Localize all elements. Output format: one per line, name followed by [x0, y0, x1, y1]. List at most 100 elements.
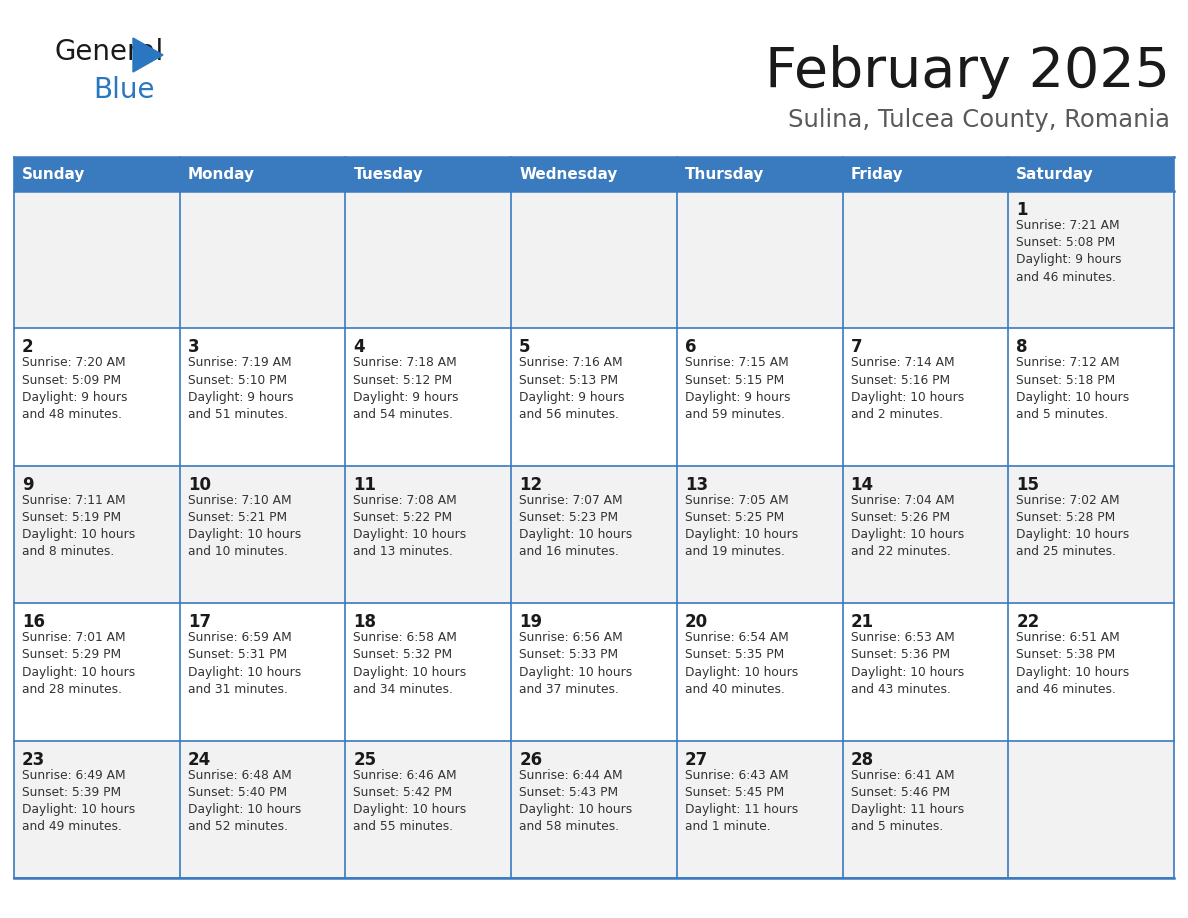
Text: 24: 24 [188, 751, 211, 768]
Text: Wednesday: Wednesday [519, 166, 618, 182]
Text: 15: 15 [1016, 476, 1040, 494]
Text: Sunrise: 7:05 AM
Sunset: 5:25 PM
Daylight: 10 hours
and 19 minutes.: Sunrise: 7:05 AM Sunset: 5:25 PM Dayligh… [684, 494, 798, 558]
Text: Tuesday: Tuesday [353, 166, 423, 182]
Bar [179, 191, 346, 329]
Text: 13: 13 [684, 476, 708, 494]
Text: 11: 11 [353, 476, 377, 494]
Text: 17: 17 [188, 613, 210, 632]
Text: February 2025: February 2025 [765, 45, 1170, 99]
Text: Sunrise: 6:43 AM
Sunset: 5:45 PM
Daylight: 11 hours
and 1 minute.: Sunrise: 6:43 AM Sunset: 5:45 PM Dayligh… [684, 768, 798, 834]
Bar [1009, 465, 1174, 603]
Bar [14, 741, 179, 878]
Bar [677, 741, 842, 878]
Bar [677, 191, 842, 329]
Text: General: General [55, 38, 164, 66]
Bar [677, 465, 842, 603]
Bar [1009, 157, 1174, 191]
Bar [511, 329, 677, 465]
Bar [677, 157, 842, 191]
Text: Sunrise: 6:58 AM
Sunset: 5:32 PM
Daylight: 10 hours
and 34 minutes.: Sunrise: 6:58 AM Sunset: 5:32 PM Dayligh… [353, 632, 467, 696]
Text: Sunrise: 7:20 AM
Sunset: 5:09 PM
Daylight: 9 hours
and 48 minutes.: Sunrise: 7:20 AM Sunset: 5:09 PM Dayligh… [23, 356, 127, 421]
Text: 1: 1 [1016, 201, 1028, 219]
Bar [346, 191, 511, 329]
Bar [511, 465, 677, 603]
Text: Sunrise: 7:19 AM
Sunset: 5:10 PM
Daylight: 9 hours
and 51 minutes.: Sunrise: 7:19 AM Sunset: 5:10 PM Dayligh… [188, 356, 293, 421]
Text: 12: 12 [519, 476, 542, 494]
Text: 27: 27 [684, 751, 708, 768]
Text: 22: 22 [1016, 613, 1040, 632]
Text: Sunrise: 6:59 AM
Sunset: 5:31 PM
Daylight: 10 hours
and 31 minutes.: Sunrise: 6:59 AM Sunset: 5:31 PM Dayligh… [188, 632, 301, 696]
Text: 28: 28 [851, 751, 873, 768]
Text: Thursday: Thursday [684, 166, 764, 182]
Bar [842, 191, 1009, 329]
Bar [842, 741, 1009, 878]
Bar [346, 329, 511, 465]
Text: 18: 18 [353, 613, 377, 632]
Text: Sunrise: 6:51 AM
Sunset: 5:38 PM
Daylight: 10 hours
and 46 minutes.: Sunrise: 6:51 AM Sunset: 5:38 PM Dayligh… [1016, 632, 1130, 696]
Text: 5: 5 [519, 339, 531, 356]
Text: Sunrise: 6:41 AM
Sunset: 5:46 PM
Daylight: 11 hours
and 5 minutes.: Sunrise: 6:41 AM Sunset: 5:46 PM Dayligh… [851, 768, 963, 834]
Text: 16: 16 [23, 613, 45, 632]
Text: Sunrise: 7:18 AM
Sunset: 5:12 PM
Daylight: 9 hours
and 54 minutes.: Sunrise: 7:18 AM Sunset: 5:12 PM Dayligh… [353, 356, 459, 421]
Bar [1009, 603, 1174, 741]
Text: Sunrise: 7:15 AM
Sunset: 5:15 PM
Daylight: 9 hours
and 59 minutes.: Sunrise: 7:15 AM Sunset: 5:15 PM Dayligh… [684, 356, 790, 421]
Text: Sunrise: 7:07 AM
Sunset: 5:23 PM
Daylight: 10 hours
and 16 minutes.: Sunrise: 7:07 AM Sunset: 5:23 PM Dayligh… [519, 494, 632, 558]
Bar [346, 603, 511, 741]
Bar [511, 603, 677, 741]
Text: 9: 9 [23, 476, 33, 494]
Text: 8: 8 [1016, 339, 1028, 356]
Bar [511, 191, 677, 329]
Text: 21: 21 [851, 613, 873, 632]
Bar [511, 157, 677, 191]
Text: Sunrise: 6:56 AM
Sunset: 5:33 PM
Daylight: 10 hours
and 37 minutes.: Sunrise: 6:56 AM Sunset: 5:33 PM Dayligh… [519, 632, 632, 696]
Text: Sunrise: 6:44 AM
Sunset: 5:43 PM
Daylight: 10 hours
and 58 minutes.: Sunrise: 6:44 AM Sunset: 5:43 PM Dayligh… [519, 768, 632, 834]
Text: 23: 23 [23, 751, 45, 768]
Text: Sunrise: 6:53 AM
Sunset: 5:36 PM
Daylight: 10 hours
and 43 minutes.: Sunrise: 6:53 AM Sunset: 5:36 PM Dayligh… [851, 632, 963, 696]
Text: Friday: Friday [851, 166, 903, 182]
Text: 7: 7 [851, 339, 862, 356]
Bar [1009, 741, 1174, 878]
Bar [677, 329, 842, 465]
Bar [14, 603, 179, 741]
Bar [842, 603, 1009, 741]
Bar [346, 465, 511, 603]
Bar [842, 329, 1009, 465]
Text: 26: 26 [519, 751, 542, 768]
Text: Sunday: Sunday [23, 166, 86, 182]
Text: Sunrise: 7:21 AM
Sunset: 5:08 PM
Daylight: 9 hours
and 46 minutes.: Sunrise: 7:21 AM Sunset: 5:08 PM Dayligh… [1016, 219, 1121, 284]
Text: Sunrise: 6:48 AM
Sunset: 5:40 PM
Daylight: 10 hours
and 52 minutes.: Sunrise: 6:48 AM Sunset: 5:40 PM Dayligh… [188, 768, 301, 834]
Text: 2: 2 [23, 339, 33, 356]
Text: Sunrise: 7:01 AM
Sunset: 5:29 PM
Daylight: 10 hours
and 28 minutes.: Sunrise: 7:01 AM Sunset: 5:29 PM Dayligh… [23, 632, 135, 696]
Bar [14, 465, 179, 603]
Text: 20: 20 [684, 613, 708, 632]
Text: 10: 10 [188, 476, 210, 494]
Bar [511, 741, 677, 878]
Text: Sunrise: 6:49 AM
Sunset: 5:39 PM
Daylight: 10 hours
and 49 minutes.: Sunrise: 6:49 AM Sunset: 5:39 PM Dayligh… [23, 768, 135, 834]
Text: Sunrise: 6:54 AM
Sunset: 5:35 PM
Daylight: 10 hours
and 40 minutes.: Sunrise: 6:54 AM Sunset: 5:35 PM Dayligh… [684, 632, 798, 696]
Text: 6: 6 [684, 339, 696, 356]
Text: Sunrise: 7:08 AM
Sunset: 5:22 PM
Daylight: 10 hours
and 13 minutes.: Sunrise: 7:08 AM Sunset: 5:22 PM Dayligh… [353, 494, 467, 558]
Bar [842, 157, 1009, 191]
Bar [842, 465, 1009, 603]
Text: 19: 19 [519, 613, 542, 632]
Text: Sunrise: 7:10 AM
Sunset: 5:21 PM
Daylight: 10 hours
and 10 minutes.: Sunrise: 7:10 AM Sunset: 5:21 PM Dayligh… [188, 494, 301, 558]
Bar [179, 465, 346, 603]
Text: 25: 25 [353, 751, 377, 768]
Bar [677, 603, 842, 741]
Text: Monday: Monday [188, 166, 254, 182]
Text: Sunrise: 6:46 AM
Sunset: 5:42 PM
Daylight: 10 hours
and 55 minutes.: Sunrise: 6:46 AM Sunset: 5:42 PM Dayligh… [353, 768, 467, 834]
Bar [14, 329, 179, 465]
Bar [179, 741, 346, 878]
Text: Sunrise: 7:04 AM
Sunset: 5:26 PM
Daylight: 10 hours
and 22 minutes.: Sunrise: 7:04 AM Sunset: 5:26 PM Dayligh… [851, 494, 963, 558]
Text: Sunrise: 7:11 AM
Sunset: 5:19 PM
Daylight: 10 hours
and 8 minutes.: Sunrise: 7:11 AM Sunset: 5:19 PM Dayligh… [23, 494, 135, 558]
Bar [1009, 191, 1174, 329]
Bar [1009, 329, 1174, 465]
Bar [179, 329, 346, 465]
Text: Sunrise: 7:12 AM
Sunset: 5:18 PM
Daylight: 10 hours
and 5 minutes.: Sunrise: 7:12 AM Sunset: 5:18 PM Dayligh… [1016, 356, 1130, 421]
Bar [14, 157, 179, 191]
Text: Saturday: Saturday [1016, 166, 1094, 182]
Text: 4: 4 [353, 339, 365, 356]
Bar [14, 191, 179, 329]
Polygon shape [133, 38, 163, 72]
Bar [346, 157, 511, 191]
